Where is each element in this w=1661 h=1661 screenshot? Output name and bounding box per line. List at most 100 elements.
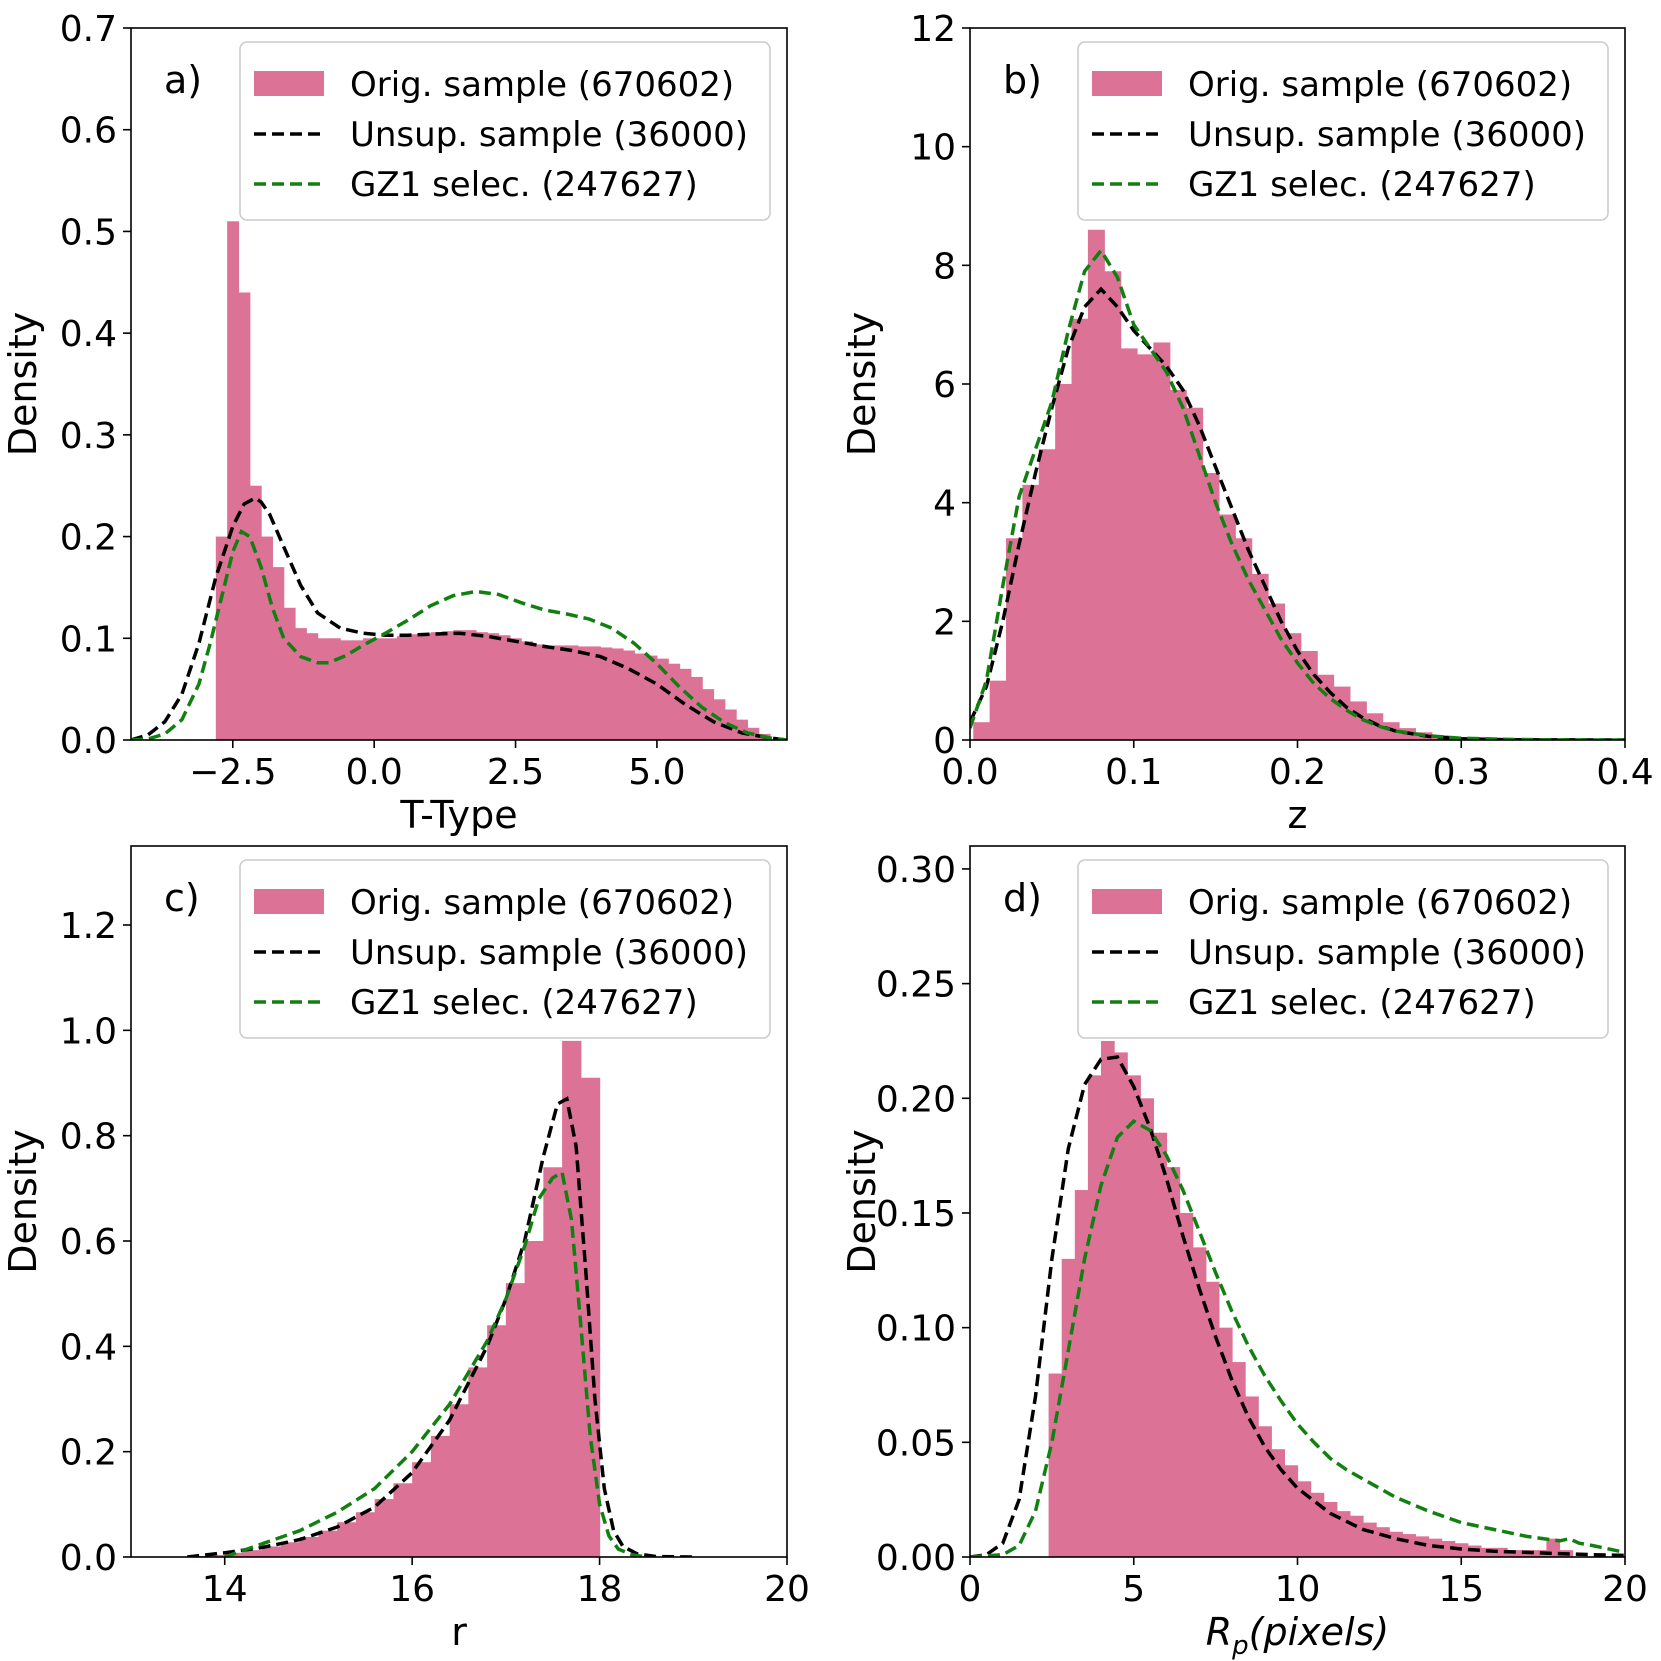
histogram-bar [393,1483,413,1557]
histogram-bar [1048,1373,1063,1557]
histogram-bar [532,644,545,740]
y-tick-label: 0.2 [60,518,117,559]
histogram-bar [1192,1247,1207,1557]
legend-label: Unsup. sample (36000) [1188,115,1586,155]
y-tick-label: 0.2 [60,1433,117,1474]
histogram-bar [524,1241,544,1557]
legend: Orig. sample (670602) Unsup. sample (3600… [239,41,771,221]
x-tick-label: 10 [1275,1569,1321,1610]
panel-letter: a) [164,58,202,102]
y-axis-label: Density [840,1129,884,1273]
legend-swatch-orig [1092,71,1162,96]
plot-frame [130,845,788,1558]
histogram-bar [362,638,375,740]
histogram-bar [702,689,715,740]
histogram-bar [1441,1540,1456,1557]
histogram-bar [280,1542,301,1557]
legend-swatch-orig [254,71,324,96]
y-tick-label: 0.00 [876,1538,956,1579]
histogram-bar [1202,473,1220,740]
histogram-bar [498,635,511,740]
histogram-bar [1494,1547,1508,1557]
histogram-bar [1218,1327,1233,1557]
histogram-bar [1376,1527,1390,1557]
histogram-bar [1038,449,1056,740]
histogram-bar [430,632,443,740]
y-tick-label: 0.6 [60,1222,117,1263]
histogram-bar [396,636,409,740]
legend-label: Unsup. sample (36000) [350,115,748,155]
histogram-bar [623,650,635,740]
histogram-bar [215,536,228,740]
histogram-bar [1363,1522,1377,1557]
histogram-bar [1284,1465,1299,1557]
histogram-bar [989,680,1007,740]
histogram-bar [521,641,534,740]
histogram-bar [453,630,466,740]
x-tick-label: 5 [1122,1569,1145,1610]
legend-swatch-orig [254,889,324,914]
y-tick-label: 6 [933,365,956,406]
panel-letter: d) [1003,876,1042,920]
histogram-bar [1310,1492,1325,1557]
legend-label: Orig. sample (670602) [350,883,734,923]
histogram-bar [205,1554,226,1557]
histogram-bars [187,1040,601,1557]
legend-box [239,859,771,1039]
histogram-bar [1055,384,1073,740]
histogram-bar [272,567,285,740]
legend: Orig. sample (670602) Unsup. sample (3600… [1077,41,1609,221]
legend-box [239,41,771,221]
histogram-bar [430,1435,451,1557]
y-tick-label: 0.5 [60,212,117,253]
histogram-bar [1323,1501,1338,1557]
y-tick-label: 0.7 [60,9,117,50]
y-tick-label: 0.15 [876,1194,956,1235]
histogram-bars [215,221,771,740]
histogram-bar [340,640,353,740]
histogram-bar [1235,538,1253,740]
histogram-bar [1140,1098,1154,1557]
legend-box [1077,41,1609,221]
histogram-bar [374,1499,394,1557]
histogram-bar [385,638,398,740]
series-line-unsup [970,286,1625,740]
histogram-bar [261,536,273,740]
x-tick-label: 0 [959,1569,982,1610]
chart-panel-1: −2.5 0.0 2.5 5.0 0.0 0.1 0.2 0.3 0.4 0.5 0.6 0.7 T-T… [1,9,788,837]
histogram-bar [1245,1396,1259,1557]
y-tick-label: 12 [910,9,956,50]
histogram-bar [1127,1075,1141,1557]
histogram-bar [243,1550,263,1557]
y-tick-label: 0.20 [876,1079,956,1120]
histogram-bar [412,1462,432,1557]
y-tick-label: 0.0 [60,721,117,762]
y-tick-label: 0.4 [60,1327,117,1368]
x-axis-label: z [1288,793,1308,837]
histogram-bar [464,630,477,740]
x-tick-label: −2.5 [189,752,276,793]
histogram-bar [419,633,432,740]
histogram-bar [306,633,319,740]
y-axis-label: Density [1,1129,45,1273]
legend: Orig. sample (670602) Unsup. sample (3600… [239,859,771,1039]
x-tick-label: 0.2 [1269,752,1326,793]
histogram-bar [1300,651,1318,740]
x-tick-label: 0.1 [1105,752,1162,793]
histogram-bar [509,638,522,740]
histogram-bar [442,631,454,740]
histogram-bar [634,653,647,740]
histogram-bar [1251,573,1269,740]
histogram-bar [1087,229,1105,740]
y-tick-label: 0.1 [60,619,117,660]
x-tick-label: 0.0 [346,752,403,793]
legend-label: Orig. sample (670602) [1188,883,1572,923]
x-tick-label: 0.3 [1433,752,1490,793]
series-line-unsup [131,495,787,740]
x-tick-label: 20 [764,1569,810,1610]
histogram-bar [668,663,681,740]
histogram-bar [1415,1536,1430,1557]
histogram-bar [600,647,613,740]
histogram-bar [1205,1281,1220,1557]
